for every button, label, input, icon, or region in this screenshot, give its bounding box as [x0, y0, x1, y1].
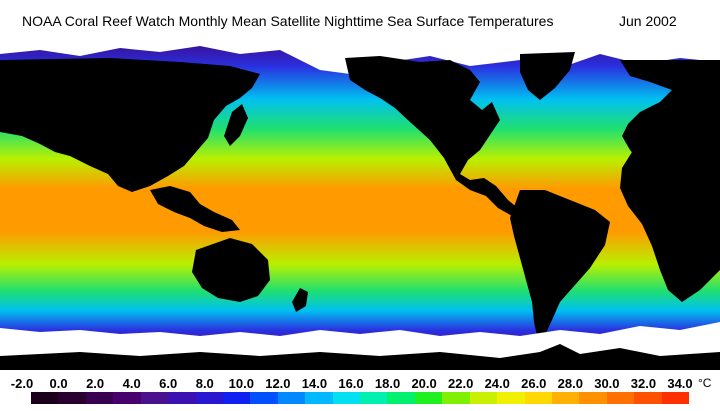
- colorbar-tick-label: -2.0: [10, 376, 34, 391]
- africa: [620, 152, 720, 302]
- colorbar-swatch: [414, 392, 443, 404]
- south-america: [510, 190, 610, 340]
- colorbar-tick-label: 26.0: [521, 376, 547, 391]
- japan: [224, 104, 248, 146]
- greenland: [520, 52, 575, 100]
- sea-surface-temperature-map: [0, 40, 720, 370]
- colorbar-tick-label: 24.0: [484, 376, 510, 391]
- colorbar-tick-label: 2.0: [86, 376, 105, 391]
- colorbar-tick-label: 32.0: [630, 376, 657, 391]
- colorbar-swatch: [497, 392, 525, 404]
- map-date: Jun 2002: [619, 13, 677, 29]
- colorbar-swatch: [195, 392, 223, 404]
- map-title: NOAA Coral Reef Watch Monthly Mean Satel…: [22, 13, 554, 29]
- colorbar-tick-label: 8.0: [195, 376, 214, 391]
- colorbar-tick-label: 20.0: [411, 376, 437, 391]
- temperature-colorbar: [31, 392, 690, 404]
- map-title-bar: NOAA Coral Reef Watch Monthly Mean Satel…: [0, 0, 720, 40]
- colorbar-swatch: [524, 392, 553, 404]
- colorbar-tick-label: 22.0: [448, 376, 474, 391]
- colorbar-swatch: [606, 392, 635, 404]
- colorbar-swatch: [305, 392, 333, 404]
- colorbar-swatch: [250, 392, 278, 404]
- colorbar-swatch: [469, 392, 498, 404]
- colorbar-tick-label: 0.0: [49, 376, 68, 391]
- colorbar-swatch: [387, 392, 415, 404]
- colorbar-tick-label: 28.0: [557, 376, 583, 391]
- colorbar-tick-labels: -2.0 0.0 2.0 4.0 6.0 8.0 10.0 12.0 14.0 16.0 18.0 2…: [0, 372, 720, 392]
- australia: [192, 238, 270, 302]
- colorbar-swatch: [222, 392, 251, 404]
- colorbar-tick-label: 10.0: [228, 376, 254, 391]
- colorbar-swatch: [140, 392, 169, 404]
- colorbar-swatch: [579, 392, 607, 404]
- colorbar-swatch: [31, 392, 59, 404]
- colorbar-tick-label: 6.0: [159, 376, 178, 391]
- colorbar-swatch: [634, 392, 662, 404]
- colorbar-tick-label: 34.0: [667, 376, 693, 391]
- colorbar-swatch: [442, 392, 470, 404]
- antarctica: [0, 344, 720, 370]
- east-asia: [0, 58, 260, 192]
- colorbar-swatch: [360, 392, 388, 404]
- colorbar-swatch: [168, 392, 196, 404]
- north-america: [345, 56, 520, 216]
- colorbar-swatch: [113, 392, 141, 404]
- colorbar-swatch: [58, 392, 86, 404]
- colorbar-tick-label: 14.0: [301, 376, 328, 391]
- new-zealand: [292, 288, 308, 312]
- maritime-continent: [150, 186, 240, 232]
- colorbar-tick-label: 30.0: [594, 376, 620, 391]
- colorbar-swatch: [332, 392, 361, 404]
- colorbar-swatch: [277, 392, 306, 404]
- colorbar-swatch: [661, 392, 690, 404]
- colorbar-tick-label: 12.0: [265, 376, 291, 391]
- colorbar-tick-label: 16.0: [338, 376, 364, 391]
- temperature-unit: °C: [698, 376, 712, 390]
- colorbar-swatch: [85, 392, 114, 404]
- colorbar-tick-label: 4.0: [122, 376, 141, 391]
- colorbar-tick-label: 18.0: [374, 376, 401, 391]
- colorbar-swatch: [552, 392, 580, 404]
- arctic-ice: [0, 40, 720, 74]
